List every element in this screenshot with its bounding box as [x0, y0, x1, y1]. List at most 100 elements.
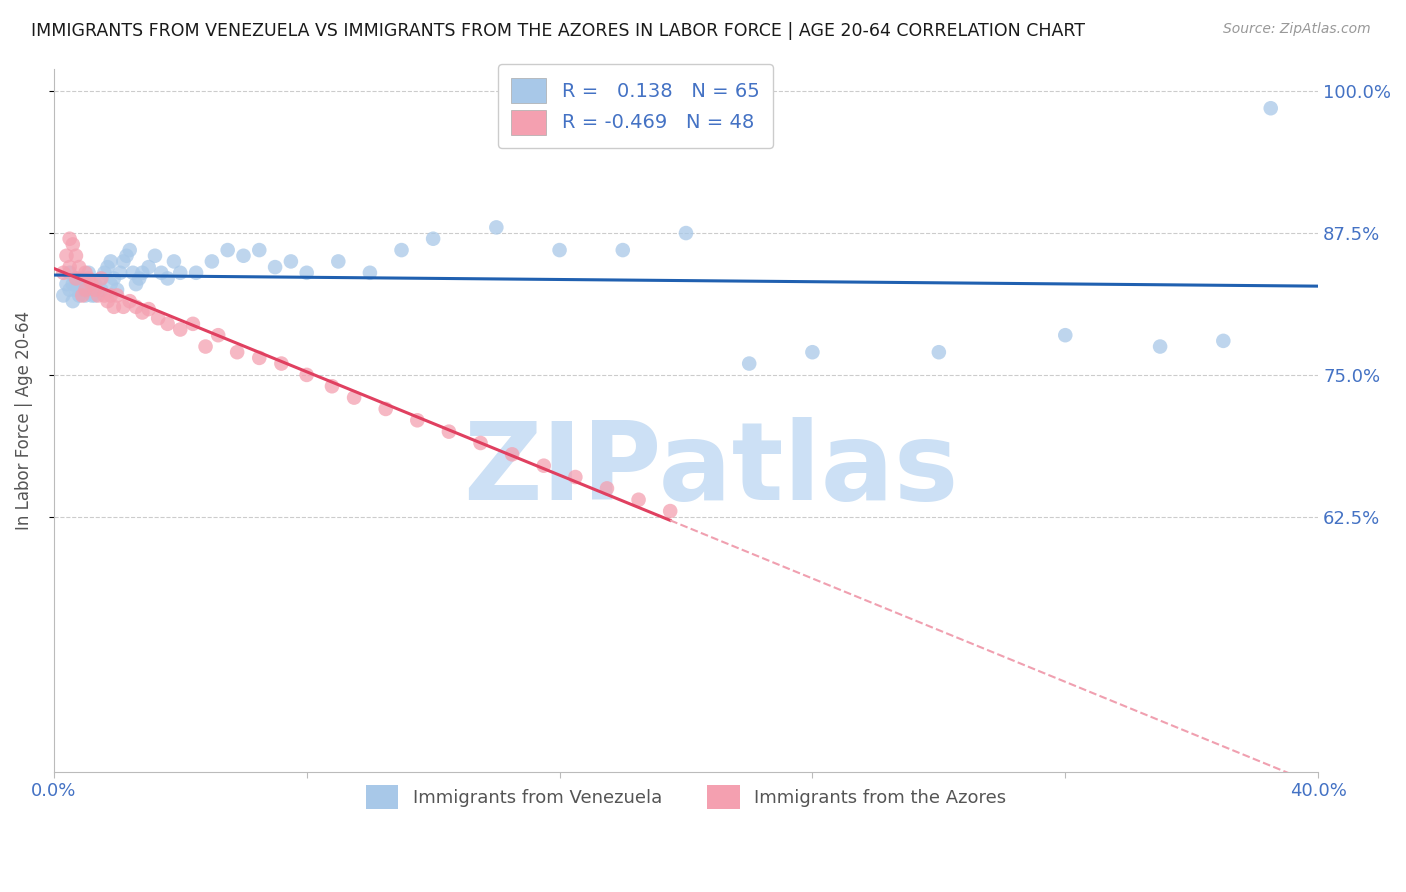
Text: ZIPatlas: ZIPatlas: [464, 417, 959, 523]
Point: [103, 271, 125, 285]
Point: [295, 266, 318, 280]
Point: [100, 277, 122, 292]
Point: [105, 288, 128, 302]
Point: [84, 283, 107, 297]
Point: [65, 271, 87, 285]
Point: [738, 357, 761, 371]
Point: [97, 260, 120, 274]
Point: [72, 288, 94, 302]
Point: [77, 283, 100, 297]
Point: [501, 447, 523, 461]
Point: [62, 237, 84, 252]
Point: [138, 260, 160, 274]
Point: [270, 357, 292, 371]
Point: [169, 322, 191, 336]
Point: [295, 368, 318, 382]
Point: [93, 288, 115, 302]
Point: [247, 351, 270, 365]
Point: [596, 482, 619, 496]
Point: [437, 425, 460, 439]
Point: [84, 277, 107, 292]
Point: [77, 271, 100, 285]
Point: [97, 294, 120, 309]
Point: [156, 317, 179, 331]
Point: [928, 345, 950, 359]
Legend: Immigrants from Venezuela, Immigrants from the Azores: Immigrants from Venezuela, Immigrants fr…: [359, 778, 1014, 816]
Point: [90, 271, 112, 285]
Point: [184, 266, 207, 280]
Point: [470, 436, 492, 450]
Point: [65, 249, 87, 263]
Point: [146, 311, 169, 326]
Point: [59, 283, 82, 297]
Point: [75, 288, 97, 302]
Point: [55, 249, 77, 263]
Point: [217, 243, 239, 257]
Point: [406, 413, 429, 427]
Point: [115, 249, 138, 263]
Point: [131, 305, 153, 319]
Point: [201, 254, 224, 268]
Point: [87, 283, 110, 297]
Point: [67, 260, 90, 274]
Point: [62, 294, 84, 309]
Point: [194, 339, 217, 353]
Point: [422, 232, 444, 246]
Point: [59, 260, 82, 274]
Point: [548, 243, 571, 257]
Y-axis label: In Labor Force | Age 20-64: In Labor Force | Age 20-64: [15, 310, 32, 530]
Point: [533, 458, 555, 473]
Point: [1054, 328, 1077, 343]
Point: [1260, 101, 1282, 115]
Point: [52, 288, 75, 302]
Point: [207, 328, 229, 343]
Point: [280, 254, 302, 268]
Point: [108, 266, 131, 280]
Point: [100, 288, 122, 302]
Point: [1149, 339, 1171, 353]
Point: [77, 266, 100, 280]
Point: [75, 266, 97, 280]
Point: [75, 283, 97, 297]
Point: [1212, 334, 1234, 348]
Point: [105, 283, 128, 297]
Point: [343, 391, 366, 405]
Point: [627, 492, 650, 507]
Point: [138, 302, 160, 317]
Point: [232, 249, 254, 263]
Point: [359, 266, 381, 280]
Point: [143, 249, 166, 263]
Point: [675, 226, 697, 240]
Point: [564, 470, 586, 484]
Point: [112, 300, 135, 314]
Point: [72, 283, 94, 297]
Point: [321, 379, 343, 393]
Point: [112, 254, 135, 268]
Point: [87, 288, 110, 302]
Point: [128, 271, 150, 285]
Point: [125, 277, 148, 292]
Point: [55, 277, 77, 292]
Point: [67, 277, 90, 292]
Point: [90, 283, 112, 297]
Point: [121, 266, 143, 280]
Point: [156, 271, 179, 285]
Point: [100, 254, 122, 268]
Point: [59, 232, 82, 246]
Point: [801, 345, 824, 359]
Point: [93, 266, 115, 280]
Point: [374, 401, 396, 416]
Point: [264, 260, 287, 274]
Point: [52, 266, 75, 280]
Point: [67, 288, 90, 302]
Point: [118, 294, 141, 309]
Point: [169, 266, 191, 280]
Point: [131, 266, 153, 280]
Point: [226, 345, 249, 359]
Point: [181, 317, 204, 331]
Text: Source: ZipAtlas.com: Source: ZipAtlas.com: [1223, 22, 1371, 37]
Point: [612, 243, 634, 257]
Point: [247, 243, 270, 257]
Point: [65, 271, 87, 285]
Point: [118, 243, 141, 257]
